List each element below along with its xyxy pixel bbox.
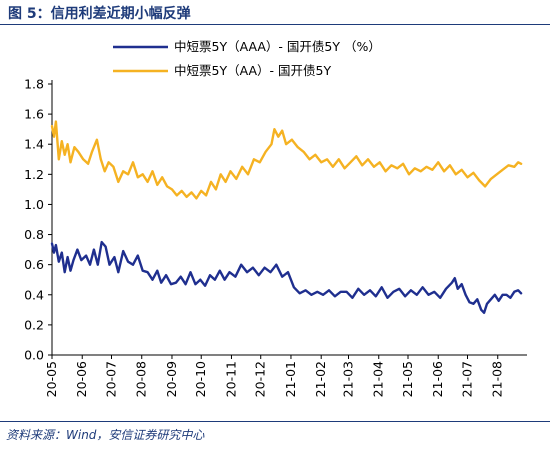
x-tick-label: 21-03: [341, 361, 356, 397]
y-tick-label: 0.2: [24, 317, 44, 332]
source-divider: [0, 421, 550, 422]
series-line-aa: [50, 120, 523, 200]
x-tick-label: 21-08: [490, 361, 505, 397]
y-tick-label: 1.0: [24, 197, 44, 212]
title-divider: [0, 24, 550, 25]
x-tick-label: 20-05: [44, 361, 59, 397]
x-tick-label: 20-07: [103, 361, 118, 397]
y-tick-label: 0.6: [24, 257, 44, 272]
x-tick-label: 21-07: [460, 361, 475, 397]
x-tick-label: 21-02: [313, 361, 328, 397]
x-tick-label: 21-04: [371, 361, 386, 397]
chart-title: 图 5：信用利差近期小幅反弹: [8, 6, 191, 22]
series-line-aaa: [50, 240, 523, 314]
line-chart: 中短票5Y（AAA）- 国开债5Y （%） 中短票5Y（AA）- 国开债5Y 0…: [24, 39, 527, 397]
x-tick-label: 21-01: [283, 361, 298, 397]
series-layer: [50, 120, 523, 314]
legend: 中短票5Y（AAA）- 国开债5Y （%） 中短票5Y（AA）- 国开债5Y: [113, 39, 381, 78]
x-tick-label: 20-10: [193, 361, 208, 397]
axes: 0.0 0.2 0.4 0.6 0.8 1.0 1.2 1.4 1.6 1.8 20-05 20-06…: [24, 77, 527, 397]
x-tick-label: 20-11: [223, 361, 238, 397]
source-note: 资料来源：Wind，安信证券研究中心: [6, 428, 205, 442]
legend-label-aaa: 中短票5Y（AAA）- 国开债5Y （%）: [174, 39, 381, 54]
x-tick-label: 20-08: [134, 361, 149, 397]
x-tick-label: 21-05: [400, 361, 415, 397]
x-tick-label: 21-06: [430, 361, 445, 397]
x-tick-label: 20-09: [164, 361, 179, 397]
x-tick-label: 20-12: [253, 361, 268, 397]
y-tick-label: 1.4: [24, 137, 44, 152]
x-tick-label: 20-06: [74, 361, 89, 397]
y-tick-label: 0.0: [24, 348, 44, 363]
y-tick-label: 1.2: [24, 167, 44, 182]
y-tick-label: 0.4: [24, 287, 44, 302]
y-tick-label: 0.8: [24, 227, 44, 242]
y-tick-label: 1.6: [24, 107, 44, 122]
legend-label-aa: 中短票5Y（AA）- 国开债5Y: [174, 63, 331, 78]
y-tick-label: 1.8: [24, 77, 44, 92]
